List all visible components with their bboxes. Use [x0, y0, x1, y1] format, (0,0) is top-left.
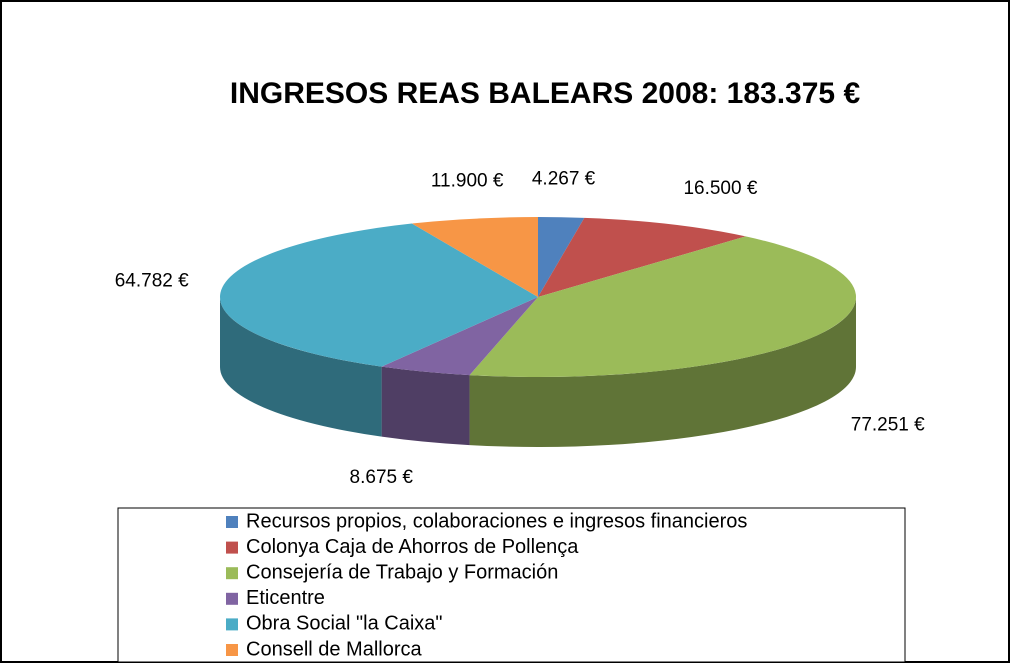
legend-label: Consell de Mallorca: [246, 638, 423, 660]
legend-swatch: [226, 541, 238, 554]
legend-swatch: [226, 618, 238, 631]
legend-swatch: [226, 644, 238, 656]
slice-side: [219, 297, 382, 437]
legend-swatch: [226, 516, 238, 528]
slice: [381, 297, 538, 376]
slice: [219, 223, 538, 367]
data-label: 11.900 €: [431, 170, 504, 191]
slice-side: [381, 366, 470, 446]
legend-box: [117, 507, 906, 663]
legend-swatch: [226, 592, 238, 605]
data-label: 16.500 €: [683, 178, 757, 199]
data-label: 8.675 €: [350, 467, 414, 488]
slice: [538, 217, 585, 297]
slice-side: [469, 297, 856, 447]
data-label: 77.251 €: [851, 414, 925, 435]
legend-label: Obra Social "la Caixa": [246, 613, 443, 635]
data-label: 4.267 €: [532, 168, 596, 189]
legend-label: Colonya Caja de Ahorros de Pollença: [246, 536, 579, 558]
slice: [469, 236, 856, 377]
legend-label: Eticentre: [246, 587, 325, 609]
data-label: 64.782 €: [115, 270, 189, 291]
legend-label: Consejería de Trabajo y Formación: [246, 561, 558, 583]
slice: [538, 217, 746, 297]
slice: [411, 217, 538, 297]
chart-title: INGRESOS REAS BALEARS 2008: 183.375 €: [230, 77, 861, 110]
legend-swatch: [226, 567, 238, 580]
legend-label: Recursos propios, colaboraciones e ingre…: [246, 510, 747, 532]
